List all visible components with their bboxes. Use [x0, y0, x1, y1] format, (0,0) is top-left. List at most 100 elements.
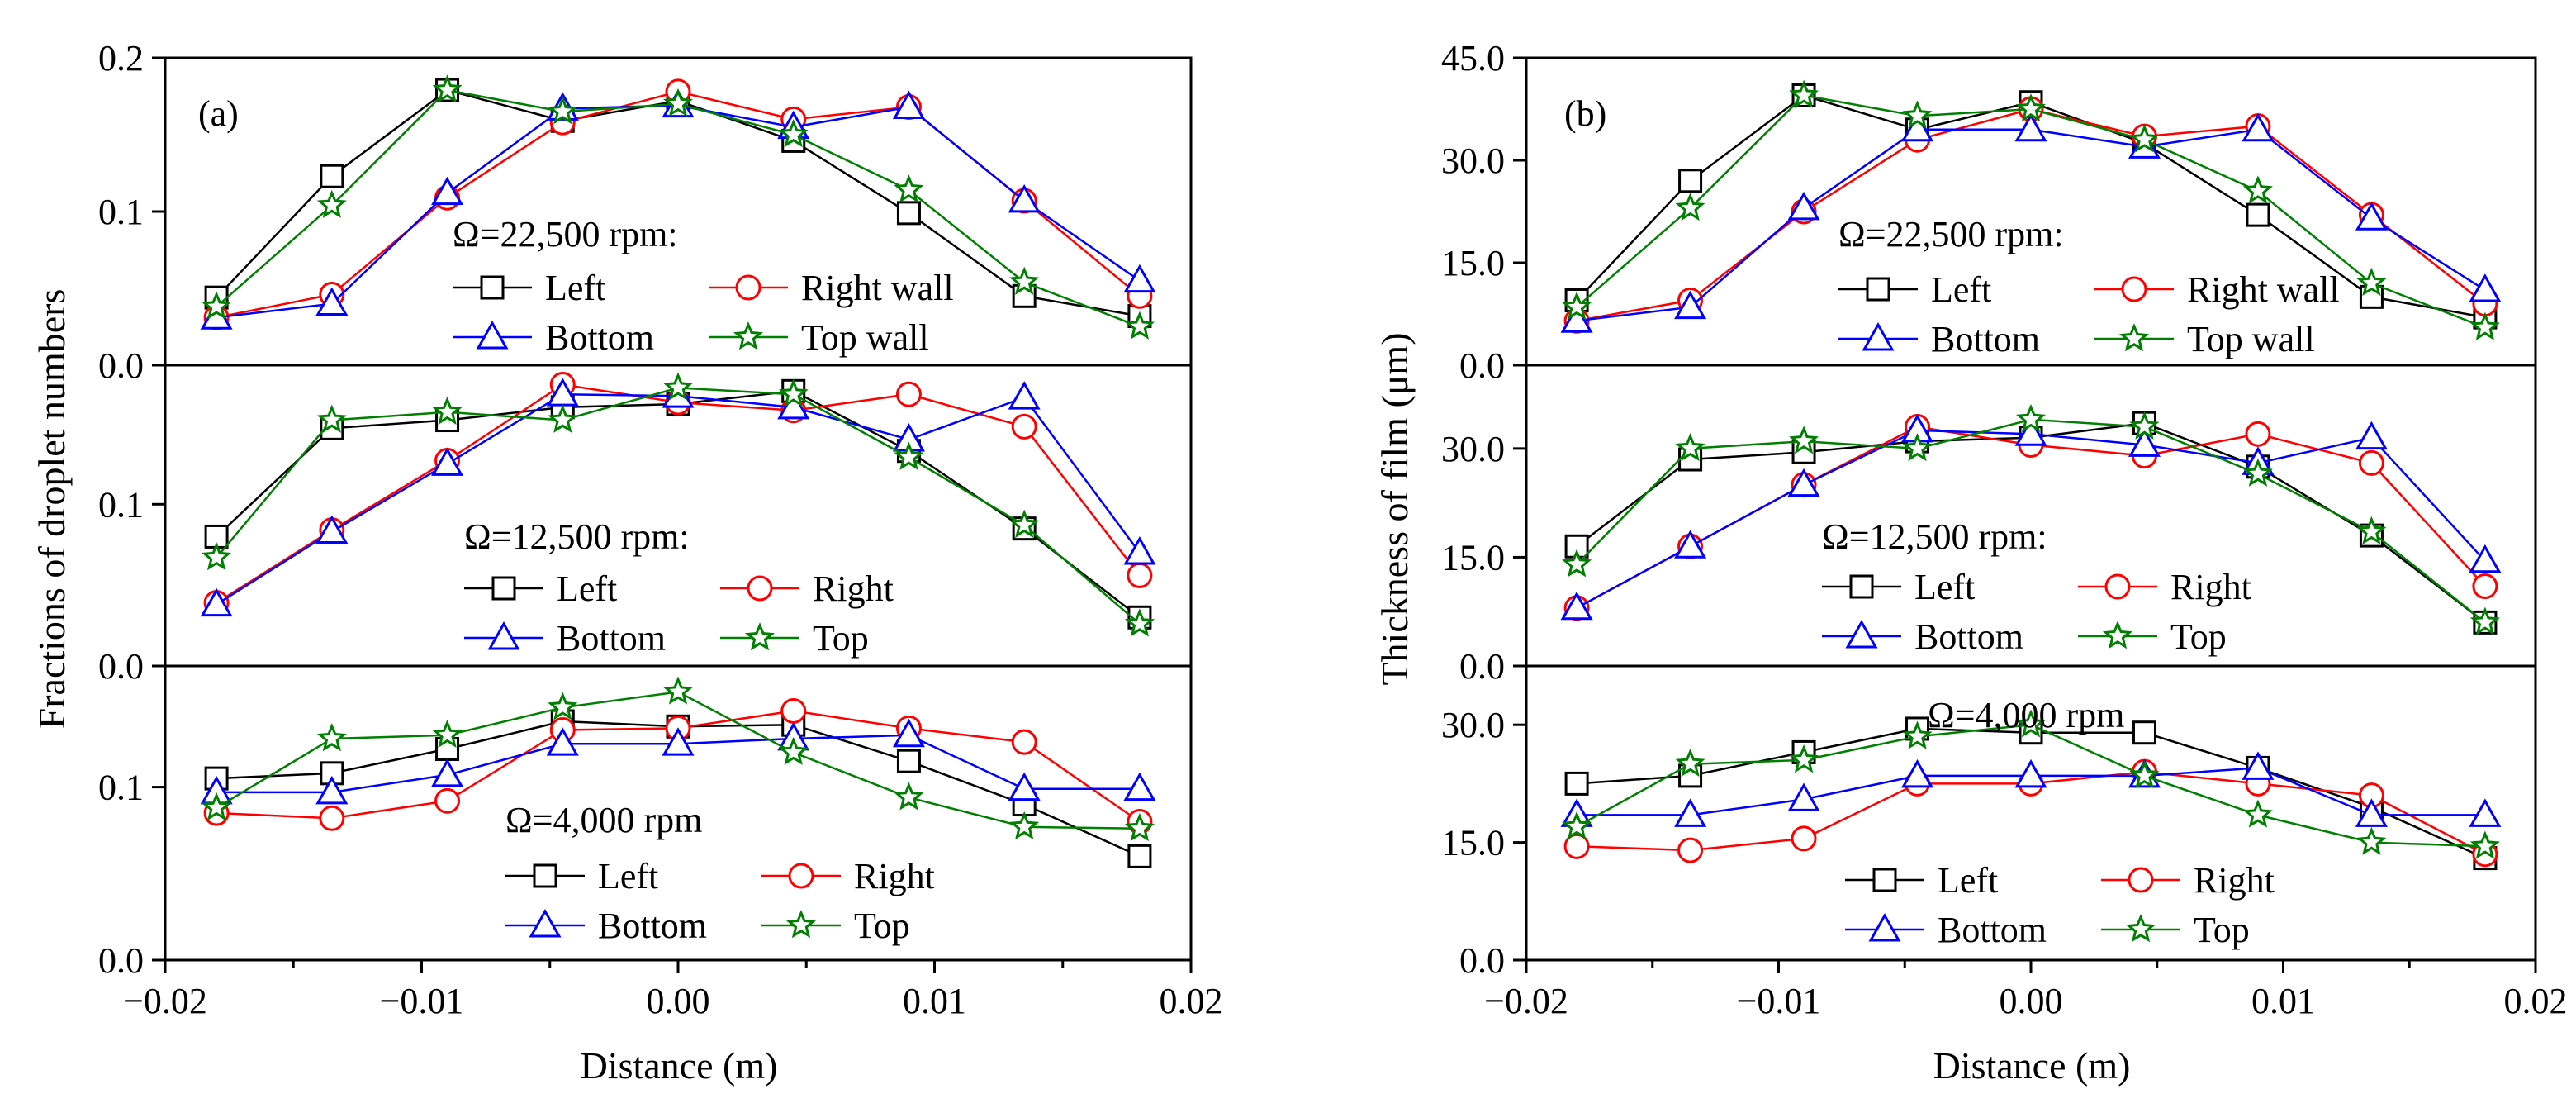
data-point-bottom	[1008, 772, 1041, 801]
data-point-bottom	[1787, 191, 1820, 221]
data-point-right	[1563, 833, 1590, 859]
legend-label: Bottom	[1914, 616, 2023, 657]
data-point-bottom	[2469, 544, 2502, 573]
data-point-bottom	[1674, 530, 1707, 559]
data-point-right	[1011, 413, 1037, 440]
data-point-right	[2245, 421, 2271, 447]
legend-label: Left	[598, 856, 658, 896]
data-point-top	[2129, 124, 2160, 153]
data-point-top	[1009, 266, 1040, 295]
data-point-bottom	[546, 727, 579, 756]
data-point-bottom	[1123, 536, 1156, 565]
data-point-top	[1675, 432, 1705, 462]
data-point-top	[662, 372, 694, 401]
legend-marker-left	[1866, 277, 1890, 302]
subplot-title: Ω=4,000 rpm	[505, 800, 702, 840]
data-point-top	[202, 291, 232, 320]
data-point-bottom	[1787, 468, 1820, 497]
subplot: 0.0 0.1 Ω=4,000 rpm Left Right Bottom Top	[98, 676, 1156, 981]
legend-marker-top	[744, 622, 776, 651]
legend-marker-top	[2102, 621, 2133, 649]
x-tick-label: 0.02	[1160, 981, 1223, 1021]
legend-label: Bottom	[598, 906, 707, 946]
data-point-top	[548, 404, 578, 433]
data-point-top	[202, 792, 232, 821]
data-point-top	[1675, 192, 1705, 221]
data-point-top	[778, 736, 809, 765]
data-point-top	[1124, 812, 1155, 842]
data-point-top	[548, 96, 578, 125]
data-point-left	[896, 749, 921, 773]
data-point-left	[320, 164, 344, 188]
data-point-top	[894, 782, 924, 811]
data-point-right	[2472, 573, 2498, 600]
legend-marker-bottom	[1868, 913, 1901, 942]
legend-label: Left	[1914, 567, 1975, 607]
data-point-top	[2356, 267, 2387, 297]
series-line-right	[216, 383, 1141, 604]
panel-b: −0.02 −0.01 0.00 0.01 0.02 Distance (m) Thickn…	[1373, 38, 2568, 1087]
panel-label: (b)	[1564, 93, 1606, 134]
legend-label: Right	[2194, 860, 2275, 901]
legend-label: Right wall	[2187, 269, 2340, 310]
y-tick-label: 0.0	[98, 940, 144, 981]
y-tick-label: 0.1	[98, 192, 144, 232]
data-point-top	[2015, 93, 2047, 122]
data-point-top	[548, 692, 578, 720]
data-point-left	[320, 761, 344, 786]
data-point-right	[434, 787, 461, 814]
legend-label: Left	[1931, 269, 1991, 310]
legend-marker-right	[2121, 276, 2147, 302]
legend-label: Top	[813, 618, 869, 659]
legend-label: Top	[854, 906, 910, 946]
data-point-bottom	[315, 515, 349, 544]
legend-marker-right	[2104, 573, 2131, 600]
subplot-title: Ω=12,500 rpm:	[1822, 516, 2047, 557]
data-point-top	[2356, 516, 2387, 545]
data-point-right	[780, 697, 807, 724]
data-point-bottom	[2355, 798, 2388, 827]
legend-marker-right	[735, 274, 761, 301]
data-point-left	[2246, 202, 2270, 227]
y-tick-label: 0.0	[98, 646, 144, 687]
legend-label: Top wall	[801, 317, 929, 358]
data-point-top	[2129, 411, 2160, 440]
legend-label: Right	[854, 856, 935, 896]
series-line-bottom	[216, 104, 1141, 319]
data-point-right	[319, 805, 345, 831]
y-axis-label: Thickness of film (μm)	[1373, 332, 1416, 685]
data-point-bottom	[1008, 183, 1041, 213]
legend-marker-right	[788, 863, 814, 889]
legend-label: Left	[545, 268, 605, 308]
data-point-top	[2243, 458, 2273, 487]
data-point-right	[1127, 562, 1153, 588]
data-point-bottom	[431, 758, 464, 787]
data-point-bottom	[1008, 381, 1041, 410]
legend-marker-right	[2128, 867, 2154, 893]
legend-label: Bottom	[1938, 910, 2047, 950]
data-point-top	[1789, 426, 1819, 454]
data-point-left	[896, 201, 921, 226]
legend-marker-top	[2125, 914, 2156, 943]
data-point-top	[2469, 311, 2500, 340]
data-point-top	[662, 88, 694, 117]
legend-label: Bottom	[1931, 319, 2040, 359]
data-point-top	[432, 396, 463, 426]
data-point-top	[2129, 759, 2160, 789]
legend-marker-bottom	[487, 621, 520, 650]
data-point-bottom	[1901, 758, 1934, 788]
legend-label: Left	[557, 568, 617, 609]
data-point-top	[1675, 748, 1705, 777]
x-tick-label: 0.01	[2251, 981, 2315, 1021]
y-tick-label: 0.1	[98, 484, 144, 525]
data-point-bottom	[431, 176, 464, 206]
data-point-bottom	[2469, 273, 2502, 302]
data-point-top	[2243, 799, 2273, 828]
data-point-top	[1124, 608, 1155, 637]
legend-marker-top	[733, 321, 764, 350]
data-point-right	[1677, 837, 1704, 863]
legend-marker-bottom	[1862, 322, 1895, 351]
data-point-bottom	[1123, 264, 1156, 293]
y-tick-label: 0.0	[1459, 940, 1505, 981]
x-axis-label: Distance (m)	[1933, 1044, 2131, 1087]
